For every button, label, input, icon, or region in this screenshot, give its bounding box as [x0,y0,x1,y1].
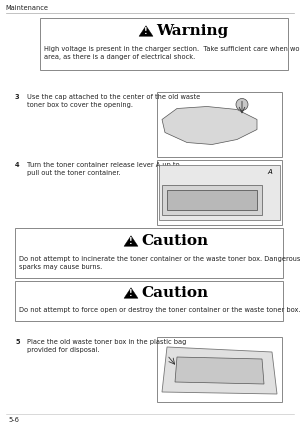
Text: !: ! [144,27,148,36]
Text: !: ! [129,289,133,298]
Circle shape [236,99,248,110]
Polygon shape [175,357,264,384]
Text: Do not attempt to incinerate the toner container or the waste toner box. Dangero: Do not attempt to incinerate the toner c… [19,256,300,270]
Text: Turn the toner container release lever A up to
pull out the toner container.: Turn the toner container release lever A… [27,162,180,176]
Polygon shape [139,26,153,36]
Text: Use the cap attached to the center of the old waste
toner box to cover the openi: Use the cap attached to the center of th… [27,94,200,108]
Polygon shape [162,107,257,144]
FancyBboxPatch shape [15,281,283,321]
FancyBboxPatch shape [157,92,282,157]
Polygon shape [124,288,138,298]
Text: !: ! [129,237,133,246]
Polygon shape [124,236,138,246]
FancyBboxPatch shape [40,18,288,70]
Text: Place the old waste toner box in the plastic bag
provided for disposal.: Place the old waste toner box in the pla… [27,339,186,353]
Text: 5-6: 5-6 [8,417,19,423]
Text: Do not attempt to force open or destroy the toner container or the waste toner b: Do not attempt to force open or destroy … [19,307,300,313]
FancyBboxPatch shape [157,337,282,402]
Text: High voltage is present in the charger section.  Take sufficient care when worki: High voltage is present in the charger s… [44,46,300,60]
Text: Caution: Caution [141,286,208,300]
Text: 3: 3 [15,94,20,100]
Text: A: A [268,169,272,175]
Polygon shape [162,347,277,394]
Text: 5: 5 [15,339,20,345]
FancyBboxPatch shape [15,228,283,278]
Text: Maintenance: Maintenance [5,5,48,11]
Polygon shape [162,185,262,215]
Text: Warning: Warning [156,24,228,38]
Polygon shape [159,165,280,220]
Polygon shape [167,190,257,210]
Text: Caution: Caution [141,234,208,248]
FancyBboxPatch shape [157,160,282,225]
Text: 4: 4 [15,162,20,168]
